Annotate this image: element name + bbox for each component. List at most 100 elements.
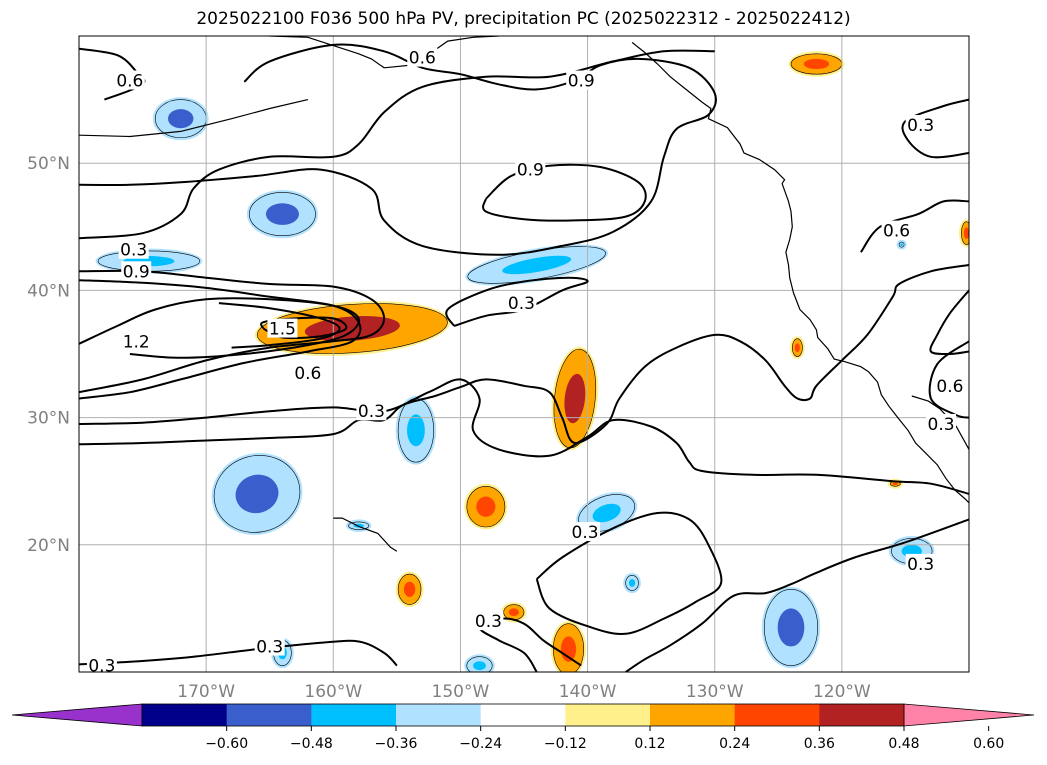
colorbar-tick-label: 0.36 bbox=[804, 736, 835, 752]
precip-blob bbox=[395, 396, 437, 465]
contour-label-bg bbox=[86, 655, 117, 672]
colorbar-swatch bbox=[565, 704, 651, 726]
pv-contour-0.6 bbox=[218, 302, 341, 349]
contour-label-bg bbox=[407, 47, 438, 67]
precip-fill bbox=[473, 661, 486, 671]
precip-blob bbox=[465, 244, 609, 286]
precip-blob bbox=[501, 602, 527, 623]
axis-tick-labels: 20°N 30°N 40°N 50°N 170°W 160°W 150°W 140°W 130°… bbox=[27, 154, 871, 702]
contour-label: 0.3 bbox=[907, 555, 934, 575]
map-frame bbox=[78, 35, 970, 673]
coastline-northamerica bbox=[631, 41, 969, 504]
contour-label: 0.3 bbox=[508, 294, 535, 314]
colorbar-swatch bbox=[226, 704, 312, 726]
contour-label-bg bbox=[905, 115, 936, 135]
precip-blob bbox=[211, 452, 303, 535]
precip-fill bbox=[265, 203, 299, 225]
contour-label-bg bbox=[905, 553, 936, 573]
colorbar-swatch bbox=[734, 704, 820, 726]
precip-blob bbox=[788, 51, 845, 77]
precip-fill bbox=[407, 414, 425, 447]
precip-blob bbox=[464, 483, 508, 530]
contour-label-bg bbox=[515, 159, 546, 179]
map-title: 2025022100 F036 500 hPa PV, precipitatio… bbox=[196, 9, 851, 29]
pv-contour-0.3 bbox=[901, 98, 969, 159]
colorbar-tick-label: −0.24 bbox=[459, 736, 502, 752]
precip-fill bbox=[777, 608, 805, 647]
contour-label: 0.9 bbox=[568, 72, 595, 92]
contour-label: 0.6 bbox=[294, 364, 321, 384]
contour-label: 0.6 bbox=[116, 72, 143, 92]
contour-label: 0.6 bbox=[883, 222, 910, 242]
contour-label: 1.5 bbox=[269, 320, 296, 340]
pv-contour-1.2 bbox=[79, 297, 361, 359]
contour-label-bg bbox=[570, 522, 601, 542]
precip-blob bbox=[395, 571, 424, 608]
contour-label-bg bbox=[114, 70, 145, 90]
colorbar-tick-label: −0.60 bbox=[205, 736, 248, 752]
contour-label: 0.9 bbox=[123, 262, 150, 282]
pv-contour-0.3 bbox=[625, 518, 969, 672]
precip-fill bbox=[403, 581, 416, 597]
precip-fill bbox=[592, 503, 621, 523]
contour-label-bg bbox=[121, 261, 152, 281]
pv-contour-labels: 0.60.60.90.90.30.30.90.60.31.51.20.60.30… bbox=[86, 47, 965, 677]
precip-fill bbox=[564, 373, 586, 424]
contour-label-bg bbox=[356, 401, 387, 421]
contour-label-bg bbox=[926, 413, 957, 433]
colorbar-swatch bbox=[142, 704, 228, 726]
lat-tick-label: 50°N bbox=[27, 154, 70, 174]
coastline-aleutians bbox=[79, 99, 309, 138]
contour-label-bg bbox=[934, 375, 965, 395]
colorbar-extend-low bbox=[11, 703, 143, 727]
pv-contour-0.6 bbox=[860, 199, 969, 253]
pv-contours bbox=[79, 43, 969, 672]
precip-blob bbox=[152, 97, 209, 141]
coastline-mexico_mainland bbox=[911, 395, 969, 450]
precip-fill bbox=[476, 496, 496, 517]
contour-label: 0.6 bbox=[409, 49, 436, 69]
contour-label-bg bbox=[506, 293, 537, 313]
precip-fill bbox=[508, 608, 519, 617]
lon-tick-label: 130°W bbox=[686, 682, 744, 702]
colorbar-tick-label: −0.36 bbox=[375, 736, 418, 752]
contour-label-bg bbox=[118, 239, 149, 259]
contour-label: 0.3 bbox=[475, 612, 502, 632]
contour-label-bg bbox=[292, 363, 323, 383]
pv-contour-0.9 bbox=[482, 163, 647, 222]
colorbar-swatch bbox=[819, 704, 905, 726]
colorbar: −0.60 −0.48 −0.36 −0.24 −0.12 0.12 0.24 0.36 0.4… bbox=[11, 703, 1035, 752]
precip-fill bbox=[628, 579, 636, 587]
contour-label: 0.3 bbox=[120, 241, 147, 261]
lat-tick-label: 20°N bbox=[27, 536, 70, 556]
pv-contour-0.3 bbox=[929, 289, 969, 356]
lat-tick-label: 40°N bbox=[27, 281, 70, 301]
pv-contour-0.3 bbox=[79, 639, 398, 667]
colorbar-frame bbox=[141, 703, 905, 727]
contour-label-bg bbox=[881, 220, 912, 240]
pv-contour-0.3 bbox=[79, 279, 362, 400]
contour-label: 0.3 bbox=[358, 402, 385, 422]
pv-contour-0.3 bbox=[79, 378, 969, 495]
precip-blob bbox=[246, 189, 318, 239]
colorbar-swatch bbox=[650, 704, 736, 726]
precip-fill bbox=[235, 474, 279, 514]
contour-label: 0.3 bbox=[88, 657, 115, 677]
colorbar-tick-label: 0.60 bbox=[973, 736, 1004, 752]
colorbar-tick-label: −0.12 bbox=[544, 736, 587, 752]
contour-label-bg bbox=[254, 636, 285, 656]
contour-label-bg bbox=[121, 331, 152, 351]
contour-label: 0.3 bbox=[928, 415, 955, 435]
lon-tick-label: 140°W bbox=[559, 682, 617, 702]
pv-contour-1.5 bbox=[260, 316, 348, 340]
precip-fill bbox=[502, 255, 572, 275]
precip-fill bbox=[900, 243, 903, 246]
lon-tick-label: 150°W bbox=[432, 682, 490, 702]
pv-contour-0.3 bbox=[535, 511, 723, 636]
precip-fill bbox=[168, 109, 194, 129]
contour-label: 0.3 bbox=[572, 523, 599, 543]
pv-contour-0.3 bbox=[79, 49, 715, 240]
lon-tick-label: 170°W bbox=[177, 682, 235, 702]
contour-label-bg bbox=[473, 611, 504, 631]
